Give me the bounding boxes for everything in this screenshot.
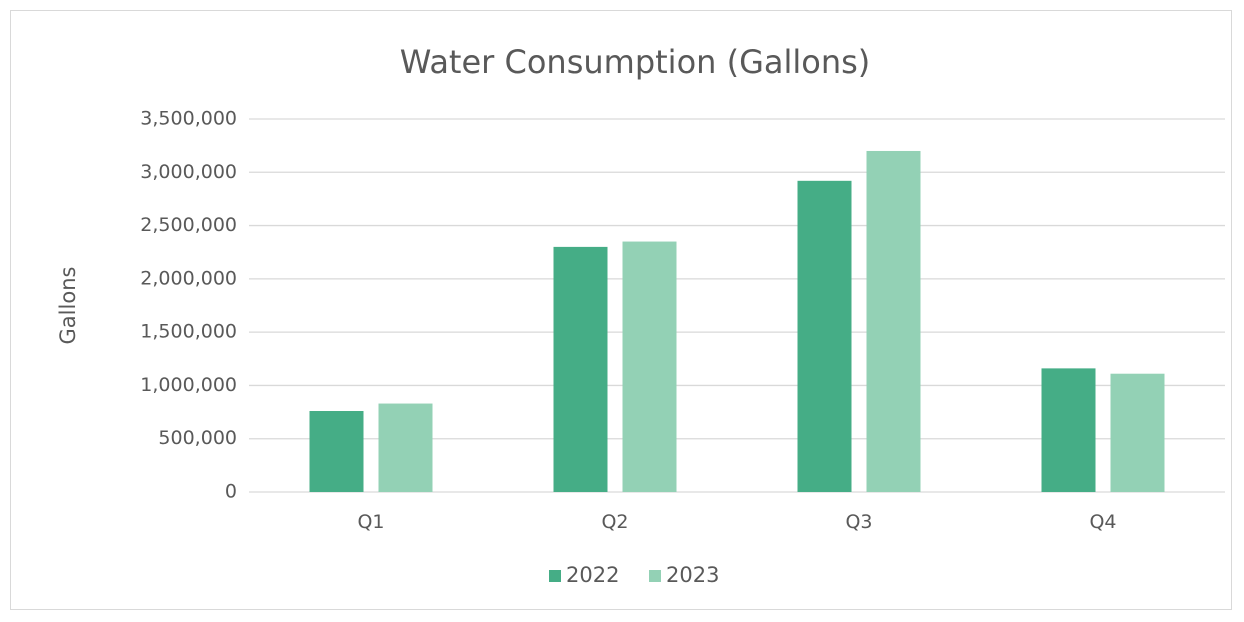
legend: 2022 2023 (549, 563, 719, 587)
x-tick-label: Q1 (357, 511, 384, 533)
chart-frame: Water Consumption (Gallons) Gallons 0 500… (10, 10, 1232, 610)
y-tick-label: 2,000,000 (140, 267, 237, 289)
x-tick-label: Q3 (845, 511, 872, 533)
x-axis-ticks: Q1 Q2 Q3 Q4 (357, 511, 1116, 533)
bar-q4-2023 (1110, 373, 1165, 492)
bar-q4-2022 (1041, 368, 1096, 492)
chart-title: Water Consumption (Gallons) (400, 43, 871, 81)
bar-q1-2023 (378, 403, 433, 492)
y-axis-title: Gallons (56, 267, 80, 345)
y-tick-label: 2,500,000 (140, 214, 237, 236)
bar-chart: Water Consumption (Gallons) Gallons 0 500… (56, 43, 1225, 587)
legend-label-2023: 2023 (666, 563, 719, 587)
bar-q2-2022 (553, 246, 608, 492)
bar-q3-2022 (797, 180, 852, 492)
legend-label-2022: 2022 (566, 563, 619, 587)
x-tick-label: Q4 (1089, 511, 1116, 533)
bars (309, 150, 1165, 492)
y-tick-label: 3,500,000 (140, 108, 237, 130)
legend-swatch-2022 (549, 570, 561, 582)
bar-q1-2022 (309, 411, 364, 492)
y-tick-label: 500,000 (158, 427, 237, 449)
y-tick-label: 1,500,000 (140, 321, 237, 343)
bar-q3-2023 (866, 150, 921, 492)
y-tick-label: 1,000,000 (140, 374, 237, 396)
legend-swatch-2023 (649, 570, 661, 582)
x-tick-label: Q2 (601, 511, 628, 533)
y-tick-label: 0 (225, 481, 237, 503)
y-tick-label: 3,000,000 (140, 161, 237, 183)
y-axis-ticks: 0 500,000 1,000,000 1,500,000 2,000,000 2,500… (140, 108, 237, 503)
bar-q2-2023 (622, 241, 677, 492)
